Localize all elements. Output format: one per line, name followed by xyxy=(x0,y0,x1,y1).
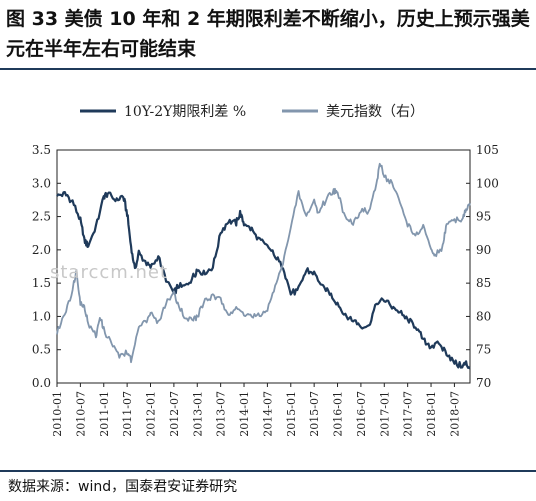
y-right-tick-label: 95 xyxy=(476,210,491,224)
x-tick-label: 2011-07 xyxy=(121,391,134,437)
y-left-tick-label: 3.5 xyxy=(32,143,51,157)
x-tick-label: 2015-01 xyxy=(285,391,298,437)
chart-canvas: 0.0 0.5 1.0 1.5 2.0 2.5 3.0 3.5 70 75 80 85 90 95 100 1… xyxy=(32,104,499,437)
series-line-spread xyxy=(56,190,471,370)
top-rule xyxy=(0,68,536,70)
y-right-tick-label: 80 xyxy=(476,309,491,323)
x-tick-label: 2012-07 xyxy=(168,391,181,437)
x-tick-label: 2016-07 xyxy=(355,391,368,437)
x-tick-label: 2014-01 xyxy=(238,391,251,437)
x-tick-label: 2017-01 xyxy=(378,391,391,437)
y-right-tick-label: 70 xyxy=(476,376,491,390)
x-tick-label: 2012-01 xyxy=(145,391,158,437)
x-tick-label: 2010-07 xyxy=(74,391,87,437)
x-tick-label: 2018-01 xyxy=(425,391,438,437)
y-left-tick-label: 1.0 xyxy=(32,309,51,323)
chart-axes: 0.0 0.5 1.0 1.5 2.0 2.5 3.0 3.5 70 75 80 85 90 95 100 1… xyxy=(32,143,499,437)
x-tick-label: 2011-01 xyxy=(98,391,111,437)
y-right-tick-label: 105 xyxy=(476,143,499,157)
y-left-tick-label: 3.0 xyxy=(32,176,51,190)
y-right-tick-label: 100 xyxy=(476,176,499,190)
y-left-tick-label: 2.0 xyxy=(32,243,51,257)
plot-frame xyxy=(56,149,471,384)
chart-legend: 10Y-2Y期限利差 % 美元指数（右） xyxy=(80,104,424,120)
x-tick-label: 2018-07 xyxy=(448,391,461,437)
x-tick-label: 2010-01 xyxy=(51,391,64,437)
x-tick-label: 2013-07 xyxy=(215,391,228,437)
y-right-tick-label: 90 xyxy=(476,243,491,257)
y-left-tick-label: 2.5 xyxy=(32,210,51,224)
y-left-tick-label: 1.5 xyxy=(32,276,51,290)
legend-label: 美元指数（右） xyxy=(326,104,424,120)
watermark-text: starccm.net xyxy=(50,262,169,283)
y-right-tick-label: 85 xyxy=(476,276,491,290)
x-tick-label: 2017-07 xyxy=(402,391,415,437)
chart-title: 图 33 美债 10 年和 2 年期限利差不断缩小，历史上预示强美元在半年左右可… xyxy=(6,8,530,60)
y-left-tick-label: 0.0 xyxy=(32,376,51,390)
series-line-dollar-index xyxy=(56,162,471,364)
y-left-tick-label: 0.5 xyxy=(32,343,51,357)
x-tick-label: 2016-01 xyxy=(332,391,345,437)
chart-series xyxy=(56,162,471,370)
legend-label: 10Y-2Y期限利差 % xyxy=(124,104,246,120)
y-right-tick-label: 75 xyxy=(476,343,491,357)
x-tick-label: 2015-07 xyxy=(308,391,321,437)
x-tick-label: 2014-07 xyxy=(261,391,274,437)
x-tick-label: 2013-01 xyxy=(191,391,204,437)
bottom-rule xyxy=(0,470,536,472)
data-source: 数据来源：wind，国泰君安证券研究 xyxy=(8,479,238,495)
